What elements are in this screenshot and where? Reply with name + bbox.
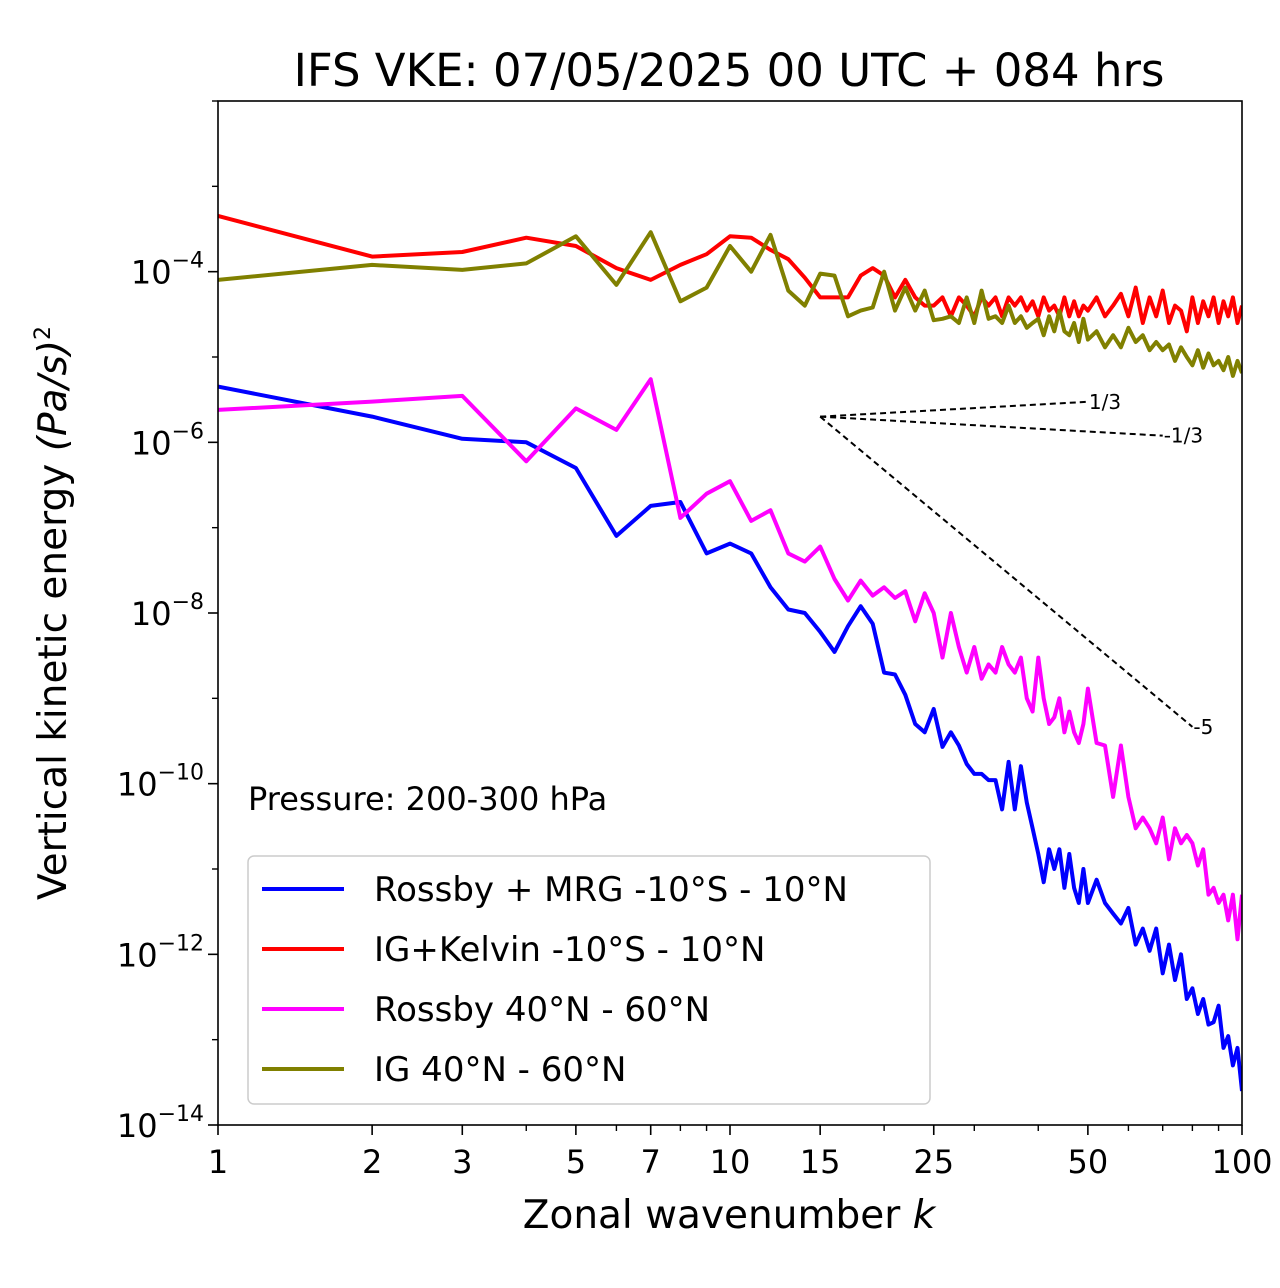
- series-line-2: [218, 213, 1242, 334]
- legend-label-4: IG 40°N - 60°N: [374, 1050, 626, 1090]
- x-tick-label: 100: [1211, 1143, 1272, 1181]
- x-tick-label: 25: [913, 1143, 954, 1181]
- reference-slopes: 1/3 -1/3 -5: [819, 390, 1213, 739]
- legend: Rossby + MRG -10°S - 10°N IG+Kelvin -10°S…: [247, 855, 931, 1105]
- y-tick-label: 10−4: [131, 249, 204, 292]
- slope-line-1: [820, 400, 1088, 418]
- x-tick-label: 1: [208, 1143, 228, 1181]
- x-tick-label: 2: [362, 1143, 382, 1181]
- x-tick-label: 15: [800, 1143, 841, 1181]
- legend-label-1: Rossby + MRG -10°S - 10°N: [374, 870, 848, 910]
- legend-label-2: IG+Kelvin -10°S - 10°N: [374, 930, 765, 970]
- x-axis-label: Zonal wavenumber k: [523, 1193, 937, 1238]
- series-line-3: [218, 377, 1242, 942]
- x-axis: 1 2 3 5 7 10 15 25 50 100: [208, 1125, 1273, 1181]
- series-line-1: [218, 384, 1242, 1092]
- series-line-4: [218, 230, 1242, 378]
- slope-line-2: [820, 415, 1163, 437]
- x-tick-label: 50: [1068, 1143, 1109, 1181]
- y-tick-label: 10−14: [117, 1102, 204, 1145]
- y-tick-label: 10−6: [131, 419, 204, 462]
- slope-line-3: [819, 415, 1194, 728]
- x-tick-label: 5: [566, 1143, 586, 1181]
- y-tick-label: 10−10: [117, 761, 204, 804]
- x-tick-label: 10: [710, 1143, 751, 1181]
- x-tick-label: 3: [452, 1143, 472, 1181]
- slope-label-3: -5: [1193, 715, 1213, 739]
- slope-label-2: -1/3: [1164, 424, 1203, 448]
- legend-box: [247, 855, 931, 1105]
- y-axis-label: Vertical kinetic energy (Pa/s)2: [31, 326, 76, 900]
- pressure-annotation: Pressure: 200-300 hPa: [248, 780, 607, 818]
- y-tick-label: 10−12: [117, 931, 204, 974]
- x-tick-label: 7: [641, 1143, 661, 1181]
- slope-label-1: 1/3: [1089, 390, 1121, 414]
- legend-label-3: Rossby 40°N - 60°N: [374, 990, 710, 1030]
- series-layer: [218, 213, 1242, 1092]
- y-tick-label: 10−8: [131, 590, 204, 633]
- y-axis: 10−14 10−12 10−10 10−8 10−6 10−4: [117, 100, 218, 1145]
- chart-title: IFS VKE: 07/05/2025 00 UTC + 084 hrs: [294, 44, 1165, 97]
